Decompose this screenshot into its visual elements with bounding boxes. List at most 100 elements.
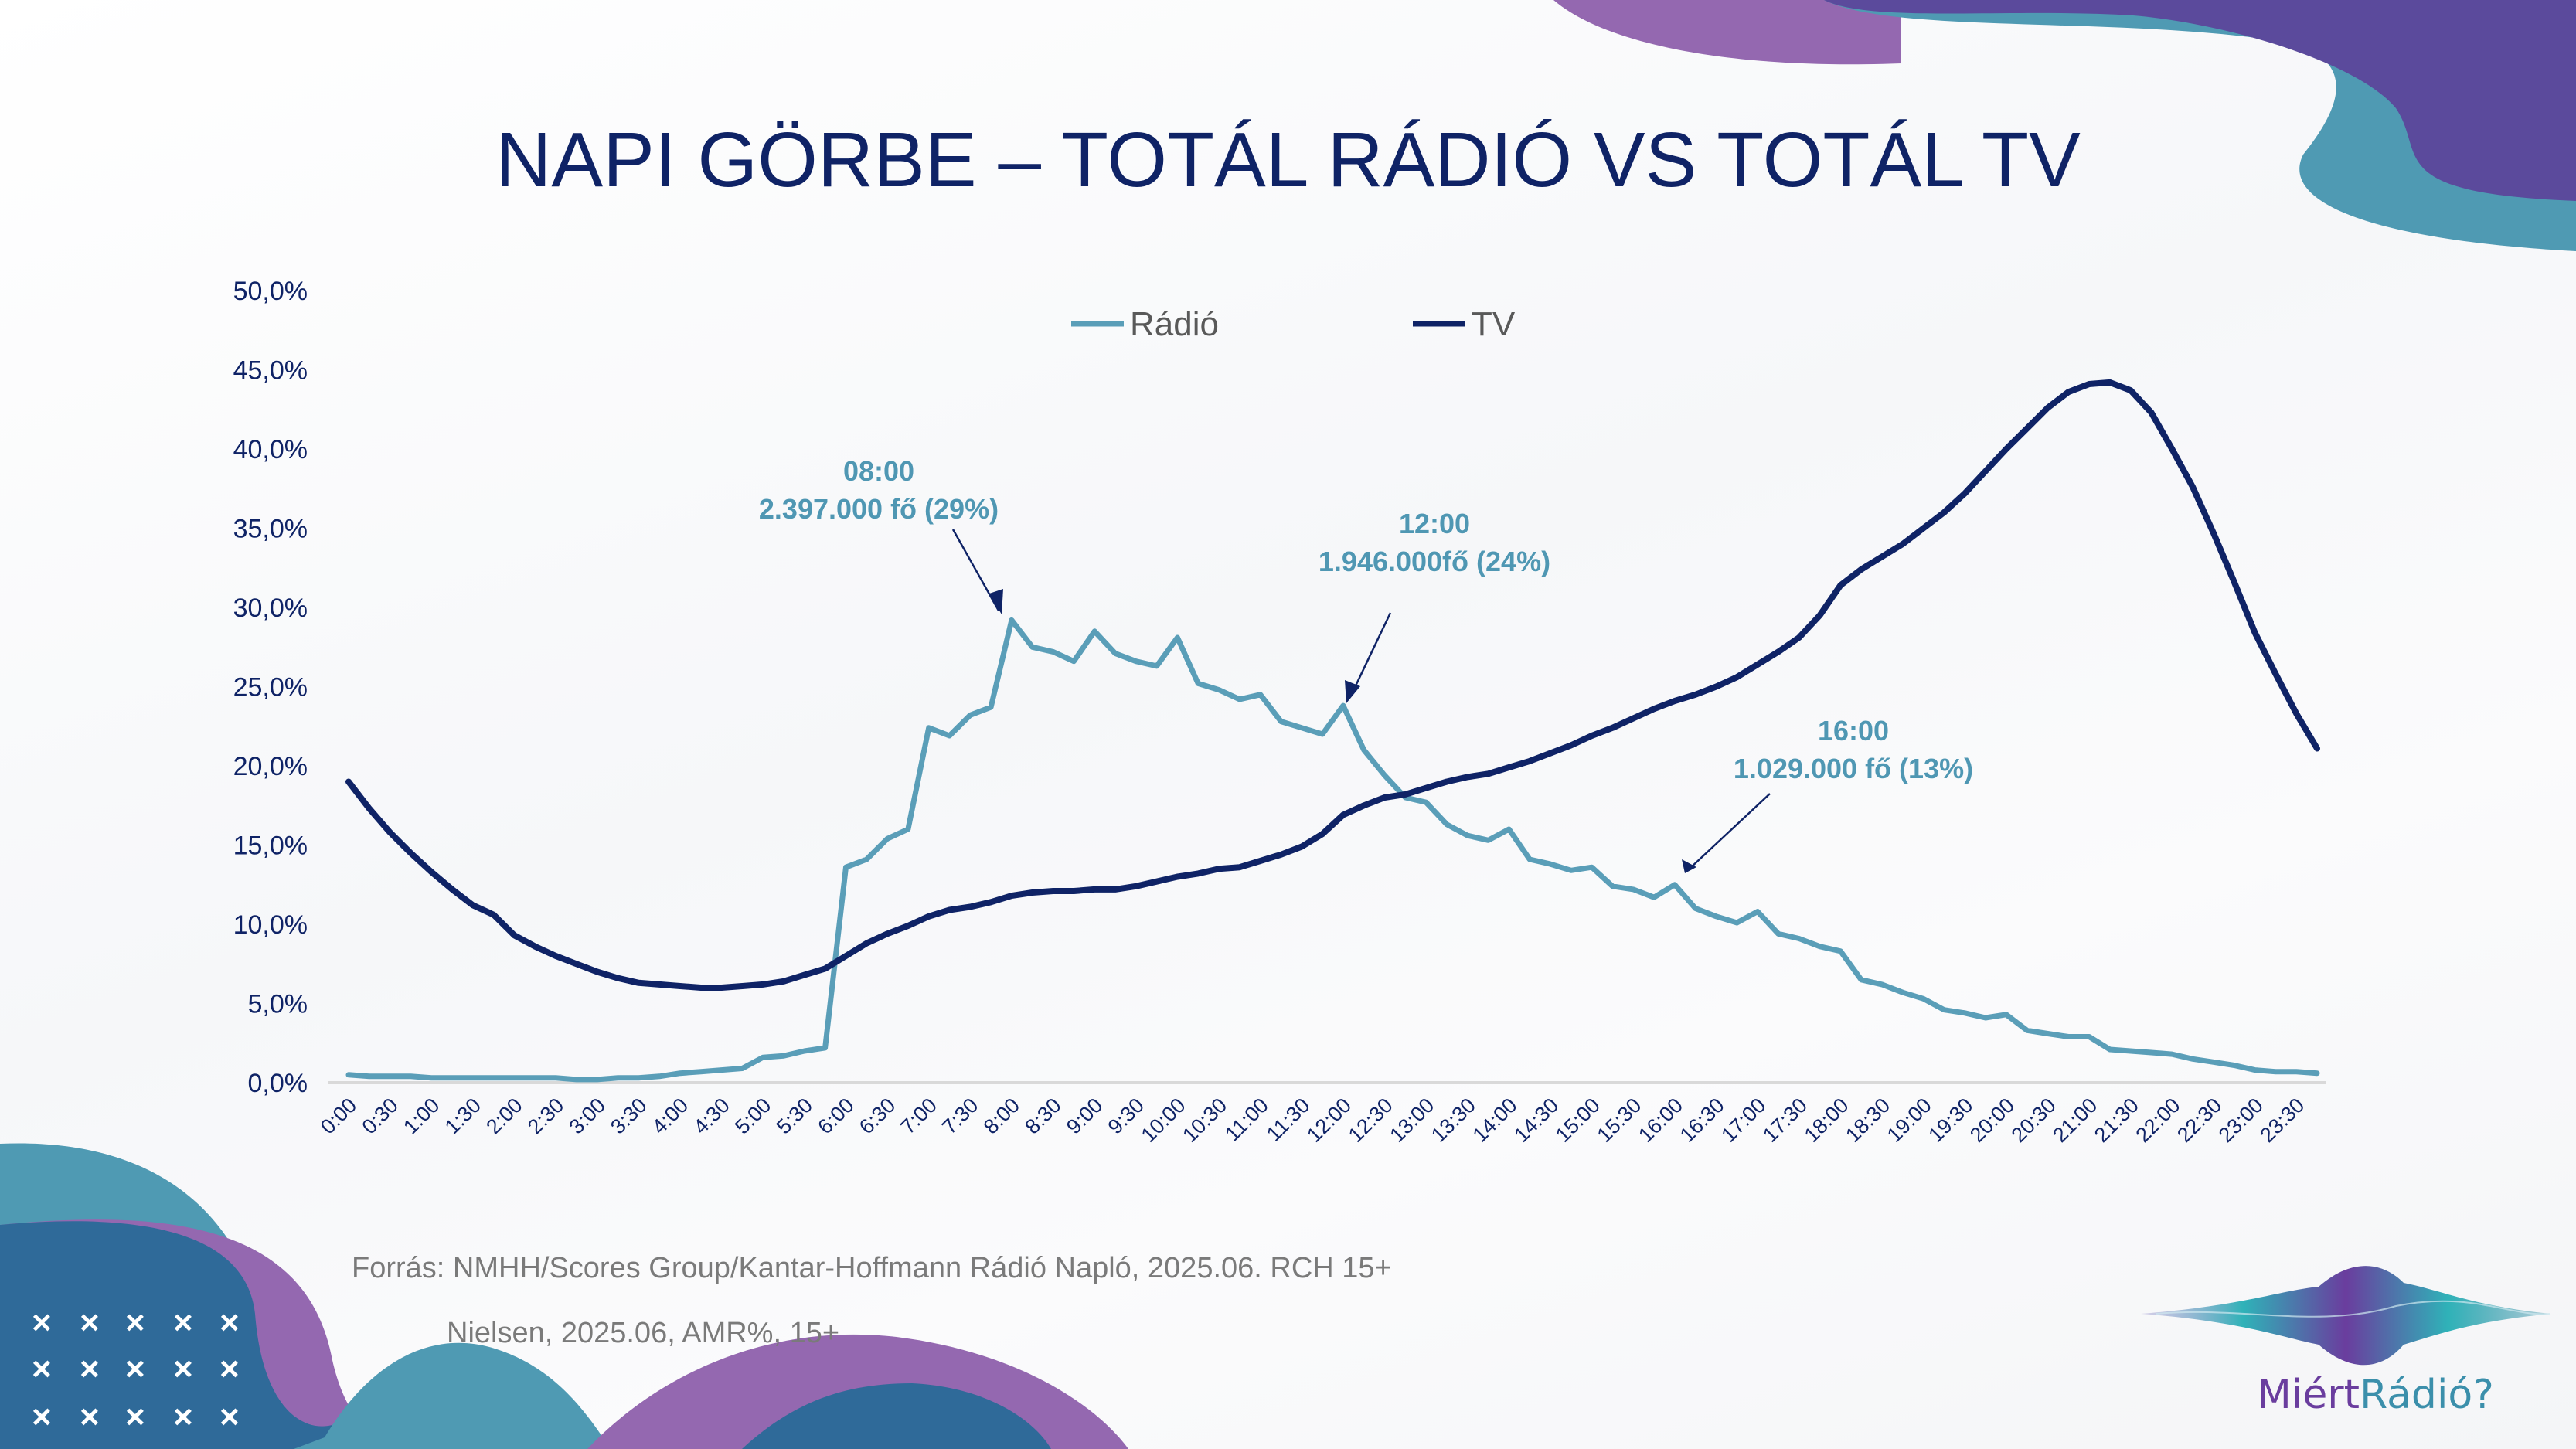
decor-x-icon: ×	[219, 1304, 240, 1342]
x-tick-label: 19:00	[1883, 1094, 1936, 1147]
x-tick-label: 7:00	[897, 1094, 941, 1138]
x-tick-label: 7:30	[938, 1094, 982, 1138]
x-tick-label: 22:30	[2173, 1094, 2226, 1147]
arrowhead-icon	[989, 589, 1003, 614]
annotation-time: 16:00	[1818, 715, 1889, 747]
annotation-value: 2.397.000 fő (29%)	[759, 493, 999, 525]
decor-x-icon: ×	[219, 1398, 240, 1436]
top-right-blobs	[1553, 0, 2576, 251]
annotation-arrow-icon	[1688, 793, 1771, 870]
annotation-time: 12:00	[1399, 508, 1470, 539]
annotation-value: 1.946.000fő (24%)	[1319, 546, 1550, 577]
y-tick-label: 15,0%	[233, 832, 308, 861]
x-tick-label: 23:00	[2214, 1094, 2268, 1147]
x-tick-label: 16:30	[1676, 1094, 1729, 1147]
x-tick-label: 20:00	[1965, 1094, 2019, 1147]
x-tick-label: 8:30	[1020, 1094, 1065, 1138]
x-tick-label: 1:30	[441, 1094, 485, 1138]
logo-wave-icon	[2141, 1266, 2551, 1366]
x-tick-label: 3:30	[606, 1094, 651, 1138]
x-tick-label: 2:30	[523, 1094, 568, 1138]
x-tick-label: 9:00	[1062, 1094, 1107, 1138]
x-tick-label: 4:30	[689, 1094, 733, 1138]
y-tick-label: 25,0%	[233, 673, 308, 702]
y-tick-label: 50,0%	[233, 277, 308, 306]
y-tick-label: 35,0%	[233, 515, 308, 544]
decor-x-icon: ×	[173, 1398, 193, 1436]
x-tick-label: 2:00	[482, 1094, 526, 1138]
annotation-arrow-icon	[951, 529, 1000, 611]
x-tick-label: 1:00	[399, 1094, 444, 1138]
x-tick-label: 11:00	[1220, 1094, 1273, 1146]
decor-x-icon: ×	[80, 1398, 100, 1436]
y-tick-label: 10,0%	[233, 910, 308, 940]
decor-x-icon: ×	[32, 1304, 52, 1342]
x-tick-label: 14:00	[1468, 1094, 1522, 1147]
decor-x-icon: ×	[219, 1350, 240, 1388]
bottom-left-blobs	[0, 1143, 1128, 1449]
decor-x-icon: ×	[125, 1350, 145, 1388]
x-tick-label: 10:30	[1178, 1094, 1231, 1147]
x-tick-label: 18:00	[1800, 1094, 1853, 1147]
decor-x-icon: ×	[173, 1350, 193, 1388]
slide-title: NAPI GÖRBE – TOTÁL RÁDIÓ VS TOTÁL TV	[495, 117, 2081, 203]
annotation-1200: 12:00 1.946.000fő (24%)	[1319, 508, 1550, 703]
x-tick-label: 5:00	[730, 1094, 775, 1138]
x-tick-label: 13:30	[1427, 1094, 1480, 1147]
x-tick-label: 21:00	[2048, 1094, 2101, 1147]
source-line-2: Nielsen, 2025.06, AMR%, 15+	[447, 1317, 840, 1349]
decor-x-icon: ×	[32, 1398, 52, 1436]
decor-x-icon: ×	[125, 1398, 145, 1436]
decor-x-icon: ×	[80, 1350, 100, 1388]
x-tick-label: 15:00	[1551, 1094, 1604, 1147]
y-tick-label: 40,0%	[233, 435, 308, 464]
y-tick-label: 5,0%	[248, 990, 308, 1019]
x-tick-label: 0:00	[316, 1094, 361, 1138]
legend: Rádió TV	[1071, 305, 1516, 343]
miertradio-logo: MiértRádió?	[2257, 1372, 2494, 1418]
annotation-value: 1.029.000 fő (13%)	[1734, 753, 1973, 784]
source-line-1: Forrás: NMHH/Scores Group/Kantar-Hoffman…	[352, 1252, 1392, 1284]
decor-x-icon: ×	[125, 1304, 145, 1342]
x-tick-label: 13:00	[1385, 1094, 1438, 1147]
y-axis: 0,0% 5,0% 10,0% 15,0% 20,0% 25,0% 30,0% 35,0% 40…	[233, 277, 308, 1098]
x-tick-label: 15:30	[1592, 1094, 1645, 1147]
logo-text-miert: Miért	[2257, 1372, 2360, 1418]
x-tick-label: 21:30	[2090, 1094, 2143, 1147]
legend-radio-label: Rádió	[1130, 305, 1219, 343]
x-tick-label: 19:30	[1924, 1094, 1977, 1147]
x-tick-label: 6:30	[855, 1094, 900, 1138]
x-tick-label: 0:30	[357, 1094, 402, 1138]
arrowhead-icon	[1682, 859, 1696, 873]
x-tick-label: 5:30	[772, 1094, 817, 1138]
arrowhead-icon	[1345, 680, 1360, 703]
x-tick-label: 8:00	[979, 1094, 1024, 1138]
series-line-radio	[345, 617, 2320, 1083]
logo-text-radio: Rádió?	[2360, 1372, 2494, 1418]
x-tick-label: 6:00	[813, 1094, 858, 1138]
y-tick-label: 0,0%	[248, 1069, 308, 1098]
annotation-1600: 16:00 1.029.000 fő (13%)	[1682, 715, 1973, 873]
x-tick-label: 16:00	[1634, 1094, 1687, 1147]
annotation-arrow-icon	[1349, 612, 1392, 696]
x-tick-label: 23:30	[2255, 1094, 2309, 1147]
x-tick-label: 11:30	[1262, 1094, 1315, 1146]
x-tick-label: 4:00	[648, 1094, 692, 1138]
y-tick-label: 20,0%	[233, 752, 308, 781]
x-tick-label: 10:00	[1137, 1094, 1190, 1147]
decor-x-icon: ×	[173, 1304, 193, 1342]
x-tick-label: 18:30	[1841, 1094, 1894, 1147]
series-lines	[345, 379, 2320, 1083]
series-line-tv	[345, 379, 2320, 991]
x-tick-label: 17:00	[1717, 1094, 1770, 1147]
decor-x-icon: ×	[80, 1304, 100, 1342]
legend-tv-label: TV	[1472, 305, 1516, 343]
x-tick-label: 20:30	[2007, 1094, 2060, 1147]
x-tick-label: 3:00	[565, 1094, 610, 1138]
annotation-0800: 08:00 2.397.000 fő (29%)	[759, 455, 1003, 614]
x-tick-label: 12:00	[1302, 1094, 1356, 1147]
x-tick-label: 17:30	[1758, 1094, 1812, 1147]
decor-x-icon: ×	[32, 1350, 52, 1388]
